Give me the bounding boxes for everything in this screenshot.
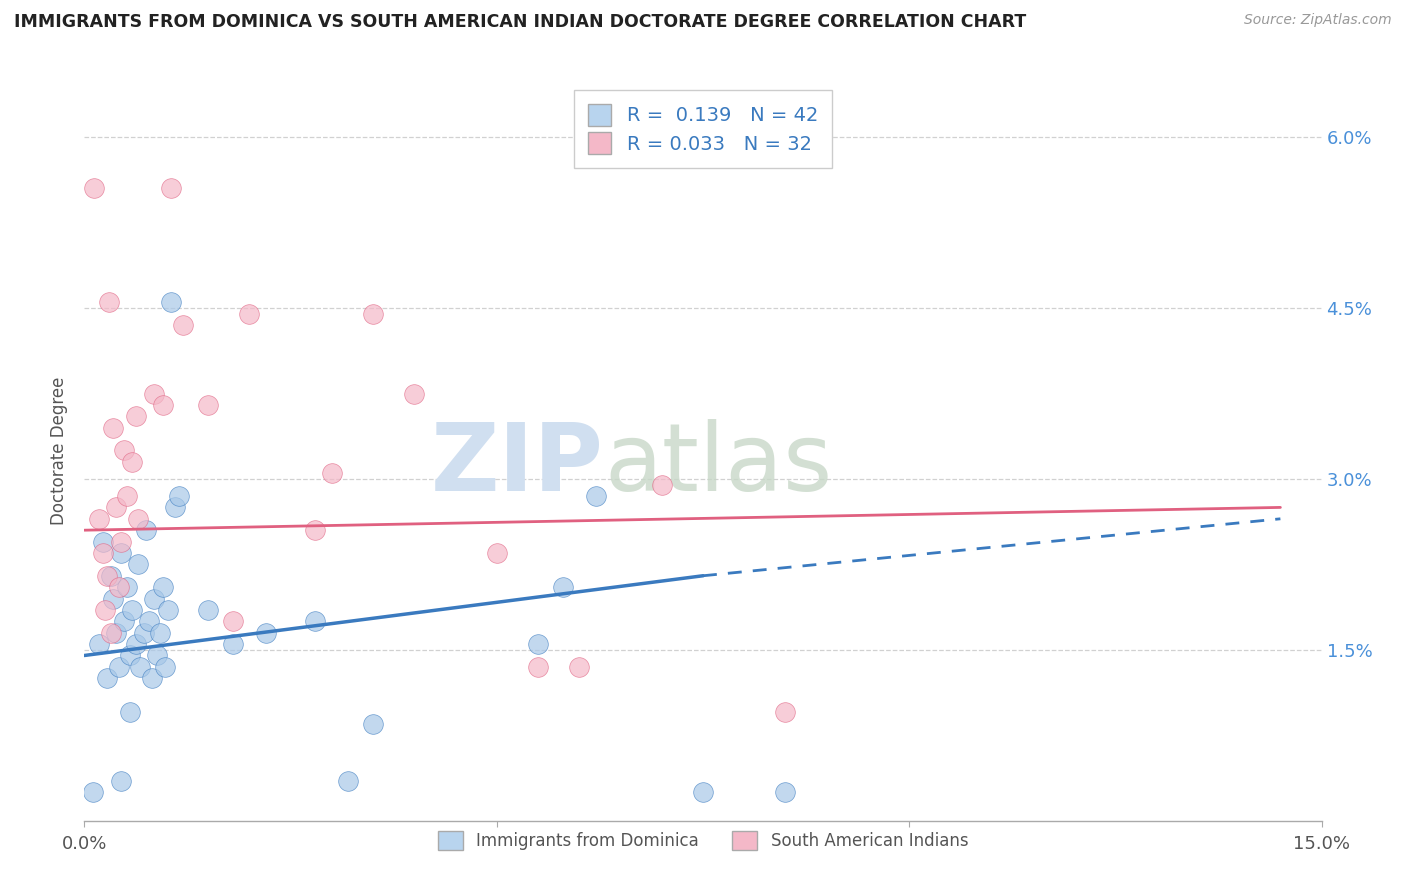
Point [321,467,343,481]
Text: Source: ZipAtlas.com: Source: ZipAtlas.com [1244,13,1392,28]
Point [117,580,139,594]
Point [337,773,360,788]
Point [160,295,183,310]
Point [110,773,132,788]
Point [254,625,277,640]
Point [527,637,550,651]
Point [152,580,174,594]
Point [485,546,508,560]
Point [100,625,122,640]
Point [118,648,141,663]
Point [127,512,149,526]
Point [91,534,114,549]
Point [172,318,194,333]
Point [152,398,174,412]
Point [361,716,384,731]
Point [117,489,139,503]
Point [127,558,149,572]
Point [112,443,135,458]
Point [110,534,132,549]
Point [96,568,118,582]
Point [651,477,673,491]
Point [118,706,141,720]
Point [149,625,172,640]
Y-axis label: Doctorate Degree: Doctorate Degree [49,376,67,524]
Point [138,615,160,629]
Point [585,489,607,503]
Point [143,386,166,401]
Point [135,523,157,537]
Point [104,625,127,640]
Point [89,637,111,651]
Point [222,637,245,651]
Point [527,660,550,674]
Point [568,660,591,674]
Point [110,546,132,560]
Point [83,181,105,195]
Point [94,603,117,617]
Point [121,455,143,469]
Point [238,307,260,321]
Point [82,785,104,799]
Point [104,500,127,515]
Point [304,615,326,629]
Point [121,603,143,617]
Point [132,625,155,640]
Point [222,615,245,629]
Text: ZIP: ZIP [432,419,605,511]
Point [108,660,131,674]
Point [103,420,125,434]
Point [100,568,122,582]
Point [103,591,125,606]
Point [143,591,166,606]
Point [197,398,219,412]
Point [98,295,121,310]
Point [108,580,131,594]
Point [157,603,180,617]
Text: atlas: atlas [605,419,832,511]
Point [112,615,135,629]
Point [160,181,183,195]
Point [692,785,714,799]
Point [124,637,146,651]
Point [141,671,163,685]
Point [96,671,118,685]
Point [167,489,190,503]
Point [124,409,146,424]
Point [304,523,326,537]
Point [775,706,797,720]
Legend: Immigrants from Dominica, South American Indians: Immigrants from Dominica, South American… [427,822,979,861]
Point [91,546,114,560]
Point [146,648,169,663]
Point [404,386,426,401]
Point [197,603,219,617]
Point [551,580,574,594]
Point [775,785,797,799]
Point [361,307,384,321]
Point [129,660,152,674]
Point [153,660,176,674]
Point [165,500,187,515]
Text: IMMIGRANTS FROM DOMINICA VS SOUTH AMERICAN INDIAN DOCTORATE DEGREE CORRELATION C: IMMIGRANTS FROM DOMINICA VS SOUTH AMERIC… [14,13,1026,31]
Point [89,512,111,526]
